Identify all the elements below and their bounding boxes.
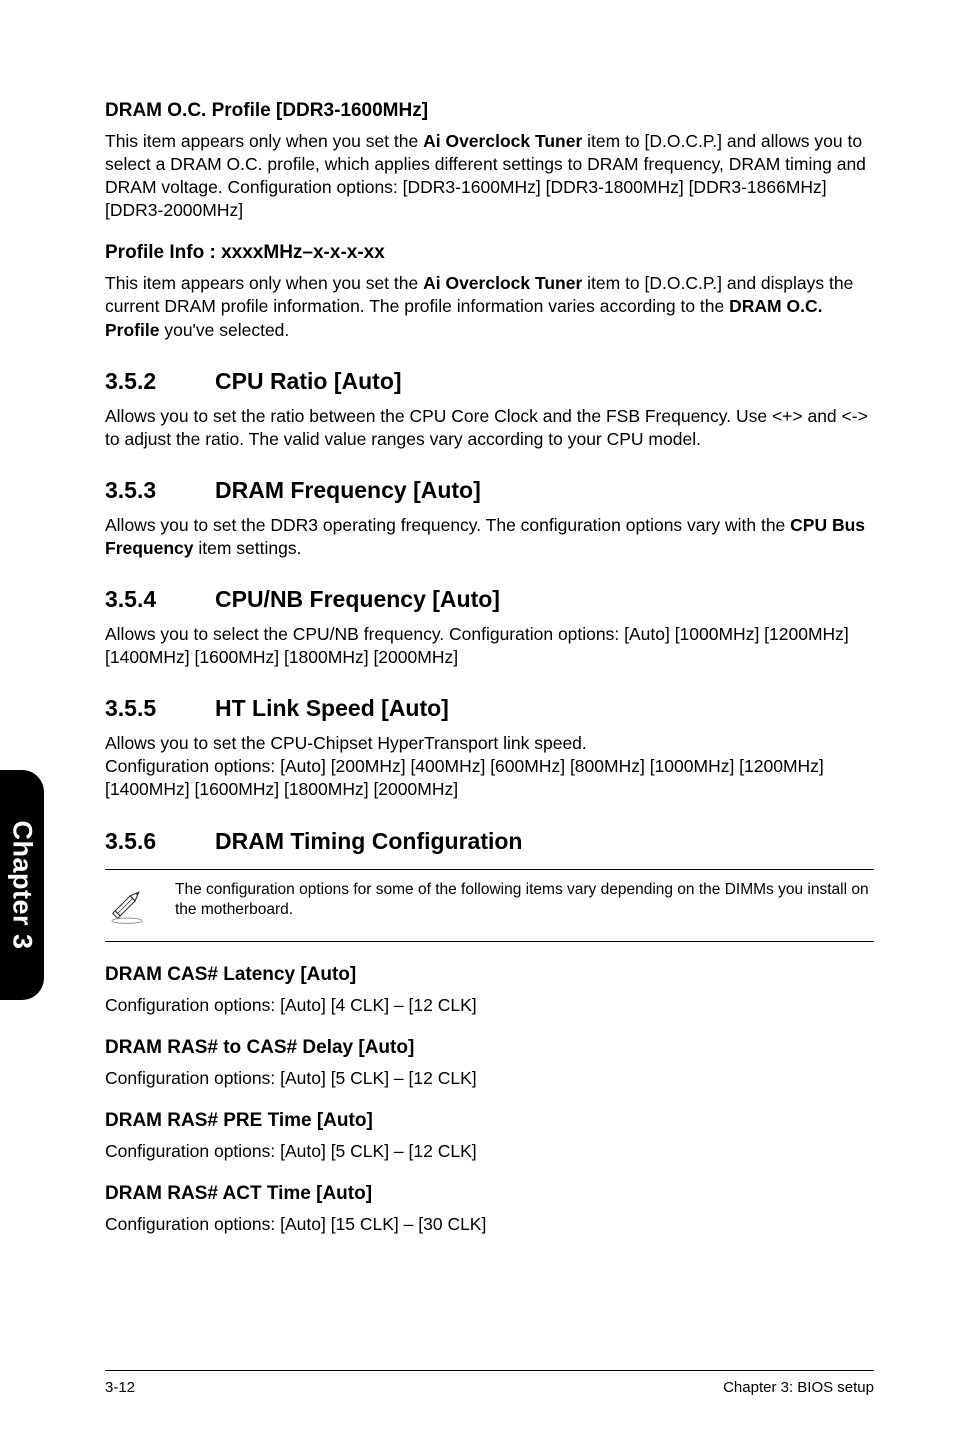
- section-title: DRAM Timing Configuration: [215, 828, 522, 854]
- section-number: 3.5.2: [105, 368, 215, 395]
- text: This item appears only when you set the: [105, 131, 423, 151]
- body-dram-oc-profile: This item appears only when you set the …: [105, 130, 874, 222]
- body-profile-info: This item appears only when you set the …: [105, 272, 874, 341]
- body-cpu-nb: Allows you to select the CPU/NB frequenc…: [105, 623, 874, 669]
- section-title: CPU/NB Frequency [Auto]: [215, 586, 500, 612]
- body-dram-freq: Allows you to set the DDR3 operating fre…: [105, 514, 874, 560]
- heading-dram-timing: 3.5.6DRAM Timing Configuration: [105, 828, 874, 855]
- heading-cpu-ratio: 3.5.2CPU Ratio [Auto]: [105, 368, 874, 395]
- body-ras-act: Configuration options: [Auto] [15 CLK] –…: [105, 1213, 874, 1236]
- heading-ras-act: DRAM RAS# ACT Time [Auto]: [105, 1183, 874, 1205]
- note-text: The configuration options for some of th…: [175, 880, 874, 922]
- heading-cpu-nb: 3.5.4CPU/NB Frequency [Auto]: [105, 586, 874, 613]
- body-cas-latency: Configuration options: [Auto] [4 CLK] – …: [105, 994, 874, 1017]
- heading-cas-latency: DRAM CAS# Latency [Auto]: [105, 964, 874, 986]
- page: DRAM O.C. Profile [DDR3-1600MHz] This it…: [0, 0, 954, 1438]
- footer-page-number: 3-12: [105, 1379, 135, 1396]
- body-ras-to-cas: Configuration options: [Auto] [5 CLK] – …: [105, 1067, 874, 1090]
- heading-dram-oc-profile: DRAM O.C. Profile [DDR3-1600MHz]: [105, 100, 874, 122]
- section-number: 3.5.6: [105, 828, 215, 855]
- section-number: 3.5.3: [105, 477, 215, 504]
- footer-chapter-title: Chapter 3: BIOS setup: [723, 1379, 874, 1396]
- heading-ras-pre: DRAM RAS# PRE Time [Auto]: [105, 1110, 874, 1132]
- section-number: 3.5.5: [105, 695, 215, 722]
- bold: Ai Overclock Tuner: [423, 131, 582, 151]
- text: you've selected.: [159, 320, 289, 340]
- heading-profile-info: Profile Info : xxxxMHz–x-x-x-xx: [105, 242, 874, 264]
- section-title: CPU Ratio [Auto]: [215, 368, 402, 394]
- body-cpu-ratio: Allows you to set the ratio between the …: [105, 405, 874, 451]
- body-ht-link: Allows you to set the CPU-Chipset HyperT…: [105, 732, 874, 801]
- text: Allows you to set the DDR3 operating fre…: [105, 515, 790, 535]
- body-ras-pre: Configuration options: [Auto] [5 CLK] – …: [105, 1140, 874, 1163]
- section-title: DRAM Frequency [Auto]: [215, 477, 481, 503]
- page-footer: 3-12 Chapter 3: BIOS setup: [105, 1370, 874, 1396]
- note-block: The configuration options for some of th…: [105, 869, 874, 942]
- heading-ht-link: 3.5.5HT Link Speed [Auto]: [105, 695, 874, 722]
- chapter-tab-label: Chapter 3: [7, 820, 38, 949]
- text: This item appears only when you set the: [105, 273, 423, 293]
- pencil-icon: [105, 880, 175, 931]
- section-number: 3.5.4: [105, 586, 215, 613]
- bold: Ai Overclock Tuner: [423, 273, 582, 293]
- chapter-tab: Chapter 3: [0, 770, 44, 1000]
- section-title: HT Link Speed [Auto]: [215, 695, 449, 721]
- heading-dram-freq: 3.5.3DRAM Frequency [Auto]: [105, 477, 874, 504]
- text: item settings.: [194, 538, 302, 558]
- heading-ras-to-cas: DRAM RAS# to CAS# Delay [Auto]: [105, 1037, 874, 1059]
